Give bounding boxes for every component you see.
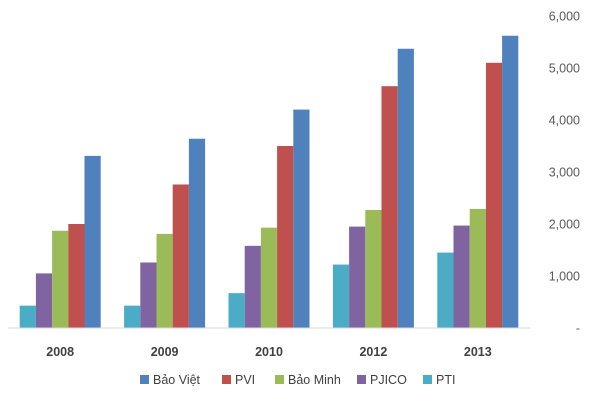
- bar-pjico-2008: [35, 273, 53, 328]
- x-tick-label: 2009: [151, 345, 179, 359]
- bar-pti-2008: [19, 305, 36, 328]
- legend-swatch: [222, 375, 231, 384]
- bars-group: [19, 35, 519, 329]
- bar-pvi-2013: [485, 62, 503, 329]
- bar-pti-2009: [124, 305, 141, 328]
- x-tick-label: 2012: [359, 345, 387, 359]
- legend-swatch: [357, 375, 366, 384]
- y-tick-label: 6,000: [549, 10, 580, 24]
- legend-label: Bảo Việt: [153, 373, 201, 387]
- y-tick-label: 5,000: [549, 62, 580, 76]
- bar-bảo-việt-2013: [502, 35, 519, 328]
- x-tick-label: 2013: [464, 345, 492, 359]
- bar-pvi-2010: [277, 146, 294, 328]
- legend: Bảo Việt PVI Bảo Minh PJICO PTI: [140, 373, 455, 387]
- legend-label: PTI: [436, 373, 455, 387]
- bar-bảo-việt-2012: [397, 48, 414, 328]
- legend-swatch: [140, 375, 149, 384]
- x-tick-label: 2008: [46, 345, 74, 359]
- bar-pti-2012: [332, 264, 350, 328]
- bar-bảo-minh-2008: [52, 230, 69, 328]
- bar-pjico-2010: [244, 245, 261, 328]
- y-axis-tick-labels: - 1,000 2,000 3,000 4,000 5,000 6,000: [549, 10, 580, 336]
- bar-bảo-minh-2010: [260, 227, 278, 328]
- bar-pjico-2013: [453, 225, 470, 328]
- legend-label: PVI: [235, 373, 255, 387]
- legend-swatch: [423, 375, 432, 384]
- y-tick-label: 2,000: [549, 218, 580, 232]
- bar-pjico-2009: [140, 262, 157, 328]
- y-tick-label: 3,000: [549, 166, 580, 180]
- x-axis-tick-labels: 2008 2009 2010 2012 2013: [46, 345, 491, 359]
- bar-bảo-minh-2013: [469, 208, 486, 328]
- bar-pvi-2008: [68, 224, 85, 328]
- legend-swatch: [275, 375, 284, 384]
- bar-pvi-2009: [172, 184, 189, 328]
- legend-label: PJICO: [370, 373, 407, 387]
- bar-bảo-việt-2010: [293, 109, 310, 328]
- bar-bảo-việt-2008: [84, 155, 101, 328]
- bar-bảo-việt-2009: [188, 138, 206, 328]
- y-tick-label: 4,000: [549, 114, 580, 128]
- bar-pjico-2012: [349, 226, 366, 328]
- x-tick-label: 2010: [255, 345, 283, 359]
- bar-pvi-2012: [381, 86, 398, 328]
- bar-pti-2010: [228, 293, 245, 328]
- legend-label: Bảo Minh: [288, 373, 341, 387]
- y-tick-label: 1,000: [549, 270, 580, 284]
- bar-bảo-minh-2009: [156, 233, 173, 328]
- y-tick-label: -: [576, 322, 580, 336]
- bar-bảo-minh-2012: [365, 209, 382, 328]
- bar-pti-2013: [437, 252, 454, 328]
